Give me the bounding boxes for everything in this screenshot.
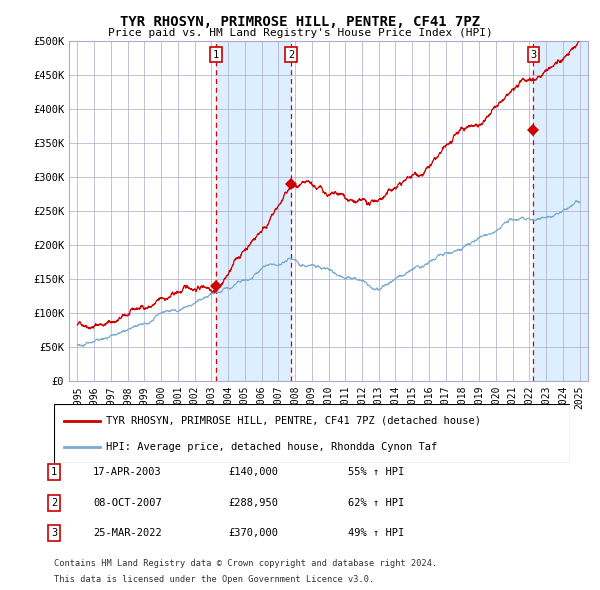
Text: £288,950: £288,950 [228, 498, 278, 507]
Text: Price paid vs. HM Land Registry's House Price Index (HPI): Price paid vs. HM Land Registry's House … [107, 28, 493, 38]
Text: £140,000: £140,000 [228, 467, 278, 477]
Text: 08-OCT-2007: 08-OCT-2007 [93, 498, 162, 507]
Text: 49% ↑ HPI: 49% ↑ HPI [348, 529, 404, 538]
Text: 3: 3 [530, 50, 536, 60]
Text: 2: 2 [51, 498, 57, 507]
Text: This data is licensed under the Open Government Licence v3.0.: This data is licensed under the Open Gov… [54, 575, 374, 584]
Text: 62% ↑ HPI: 62% ↑ HPI [348, 498, 404, 507]
Text: 17-APR-2003: 17-APR-2003 [93, 467, 162, 477]
Text: 1: 1 [51, 467, 57, 477]
Text: 3: 3 [51, 529, 57, 538]
Text: TYR RHOSYN, PRIMROSE HILL, PENTRE, CF41 7PZ: TYR RHOSYN, PRIMROSE HILL, PENTRE, CF41 … [120, 15, 480, 29]
Text: 2: 2 [288, 50, 294, 60]
Text: Contains HM Land Registry data © Crown copyright and database right 2024.: Contains HM Land Registry data © Crown c… [54, 559, 437, 568]
Text: TYR RHOSYN, PRIMROSE HILL, PENTRE, CF41 7PZ (detached house): TYR RHOSYN, PRIMROSE HILL, PENTRE, CF41 … [106, 416, 481, 425]
Text: 55% ↑ HPI: 55% ↑ HPI [348, 467, 404, 477]
Text: HPI: Average price, detached house, Rhondda Cynon Taf: HPI: Average price, detached house, Rhon… [106, 442, 437, 451]
Text: 25-MAR-2022: 25-MAR-2022 [93, 529, 162, 538]
Bar [216, 41, 291, 381]
Text: 1: 1 [213, 50, 219, 60]
Bar [533, 41, 588, 381]
Text: £370,000: £370,000 [228, 529, 278, 538]
